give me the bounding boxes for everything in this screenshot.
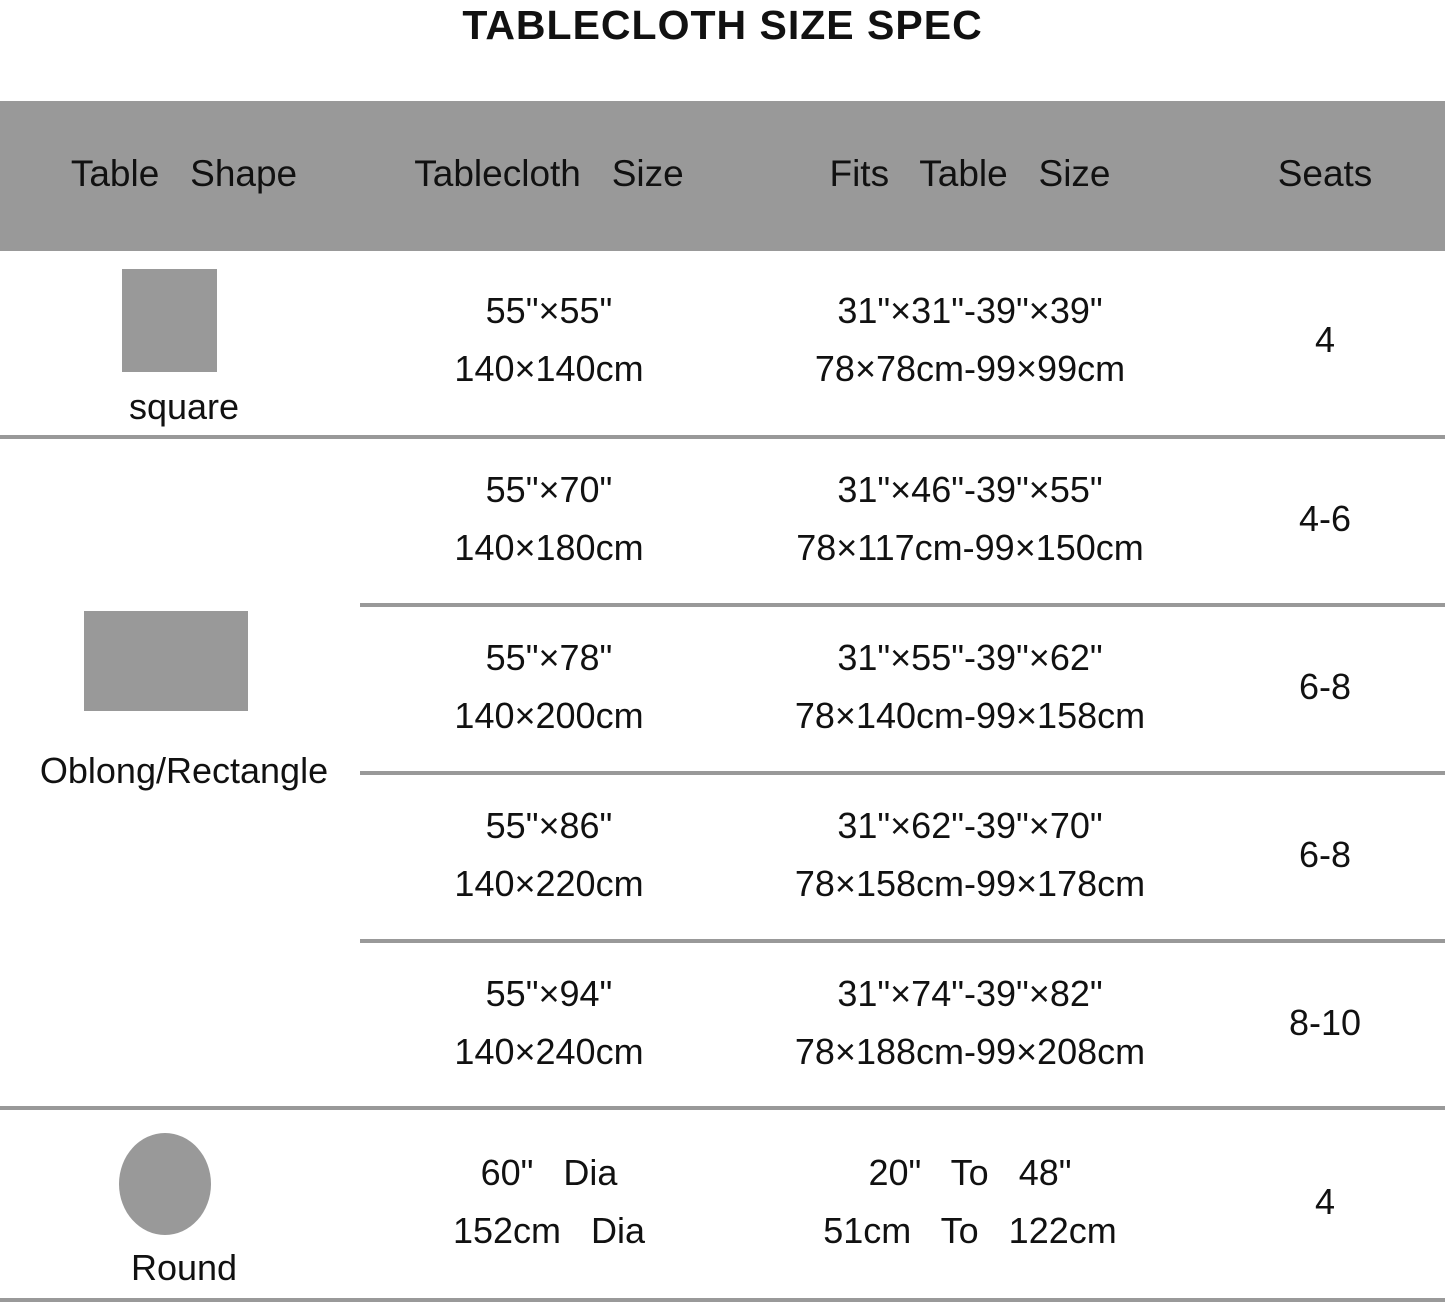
tablecloth-size-cm: 140×140cm bbox=[454, 348, 644, 389]
tablecloth-size-in: 55"×78" bbox=[485, 637, 613, 678]
fits-size-cm: 78×140cm-99×158cm bbox=[794, 695, 1146, 736]
divider bbox=[0, 1106, 1445, 1110]
tablecloth-size-cm: 140×220cm bbox=[454, 863, 644, 904]
divider bbox=[0, 1298, 1445, 1302]
tablecloth-size-cell: 55"×70" 140×180cm bbox=[365, 461, 733, 577]
seats-cell: 4-6 bbox=[1205, 490, 1445, 548]
shape-label-square: square bbox=[128, 386, 240, 427]
fits-size-cm: 78×158cm-99×178cm bbox=[794, 863, 1146, 904]
tablecloth-size-cm: 140×180cm bbox=[454, 527, 644, 568]
seats-cell: 8-10 bbox=[1205, 994, 1445, 1052]
tablecloth-size-in: 55"×55" bbox=[485, 290, 613, 331]
tablecloth-size-cm: 152cm Dia bbox=[452, 1210, 646, 1251]
fits-size-in: 20" To 48" bbox=[868, 1152, 1072, 1193]
tablecloth-size-in: 55"×94" bbox=[485, 973, 613, 1014]
seats-value: 6-8 bbox=[1298, 834, 1352, 875]
table-header: Table Shape Tablecloth Size Fits Table S… bbox=[0, 101, 1445, 251]
tablecloth-size-in: 55"×86" bbox=[485, 805, 613, 846]
seats-cell: 6-8 bbox=[1205, 826, 1445, 884]
tablecloth-size-cm: 140×200cm bbox=[454, 695, 644, 736]
fits-size-in: 31"×62"-39"×70" bbox=[837, 805, 1103, 846]
fits-size-in: 31"×31"-39"×39" bbox=[837, 290, 1103, 331]
header-table-shape: Table Shape bbox=[70, 153, 298, 194]
divider bbox=[360, 939, 1445, 943]
tablecloth-size-cell: 55"×78" 140×200cm bbox=[365, 629, 733, 745]
seats-value: 4 bbox=[1314, 319, 1336, 360]
fits-size-in: 31"×74"-39"×82" bbox=[837, 973, 1103, 1014]
fits-size-cm: 78×78cm-99×99cm bbox=[814, 348, 1126, 389]
tablecloth-size-cell: 55"×86" 140×220cm bbox=[365, 797, 733, 913]
fits-table-size-cell: 31"×55"-39"×62" 78×140cm-99×158cm bbox=[740, 629, 1200, 745]
header-seats: Seats bbox=[1277, 153, 1373, 194]
divider bbox=[360, 771, 1445, 775]
fits-size-cm: 51cm To 122cm bbox=[823, 1210, 1117, 1251]
fits-table-size-cell: 31"×62"-39"×70" 78×158cm-99×178cm bbox=[740, 797, 1200, 913]
square-shape-icon bbox=[122, 269, 217, 372]
seats-value: 4-6 bbox=[1298, 498, 1352, 539]
seats-value: 4 bbox=[1314, 1181, 1336, 1222]
tablecloth-size-cm: 140×240cm bbox=[454, 1031, 644, 1072]
seats-cell: 4 bbox=[1205, 311, 1445, 369]
fits-size-cm: 78×117cm-99×150cm bbox=[796, 527, 1144, 568]
fits-table-size-cell: 20" To 48" 51cm To 122cm bbox=[740, 1144, 1200, 1260]
tablecloth-size-cell: 60" Dia 152cm Dia bbox=[365, 1144, 733, 1260]
shape-label-round: Round bbox=[130, 1247, 238, 1288]
shape-label-rectangle: Oblong/Rectangle bbox=[39, 750, 329, 791]
fits-table-size-cell: 31"×74"-39"×82" 78×188cm-99×208cm bbox=[740, 965, 1200, 1081]
divider bbox=[0, 435, 1445, 439]
tablecloth-size-cell: 55"×94" 140×240cm bbox=[365, 965, 733, 1081]
seats-cell: 4 bbox=[1205, 1173, 1445, 1231]
seats-cell: 6-8 bbox=[1205, 658, 1445, 716]
fits-table-size-cell: 31"×31"-39"×39" 78×78cm-99×99cm bbox=[740, 282, 1200, 398]
fits-size-cm: 78×188cm-99×208cm bbox=[794, 1031, 1146, 1072]
tablecloth-size-in: 60" Dia bbox=[480, 1152, 618, 1193]
rectangle-shape-icon bbox=[84, 611, 248, 711]
fits-table-size-cell: 31"×46"-39"×55" 78×117cm-99×150cm bbox=[740, 461, 1200, 577]
seats-value: 8-10 bbox=[1288, 1002, 1362, 1043]
circle-shape-icon bbox=[119, 1133, 211, 1235]
header-fits-table-size: Fits Table Size bbox=[829, 153, 1111, 194]
seats-value: 6-8 bbox=[1298, 666, 1352, 707]
tablecloth-size-cell: 55"×55" 140×140cm bbox=[365, 282, 733, 398]
page-title: TABLECLOTH SIZE SPEC bbox=[462, 2, 983, 48]
divider bbox=[360, 603, 1445, 607]
fits-size-in: 31"×46"-39"×55" bbox=[837, 469, 1103, 510]
fits-size-in: 31"×55"-39"×62" bbox=[837, 637, 1103, 678]
tablecloth-size-in: 55"×70" bbox=[485, 469, 613, 510]
header-tablecloth-size: Tablecloth Size bbox=[414, 153, 684, 194]
